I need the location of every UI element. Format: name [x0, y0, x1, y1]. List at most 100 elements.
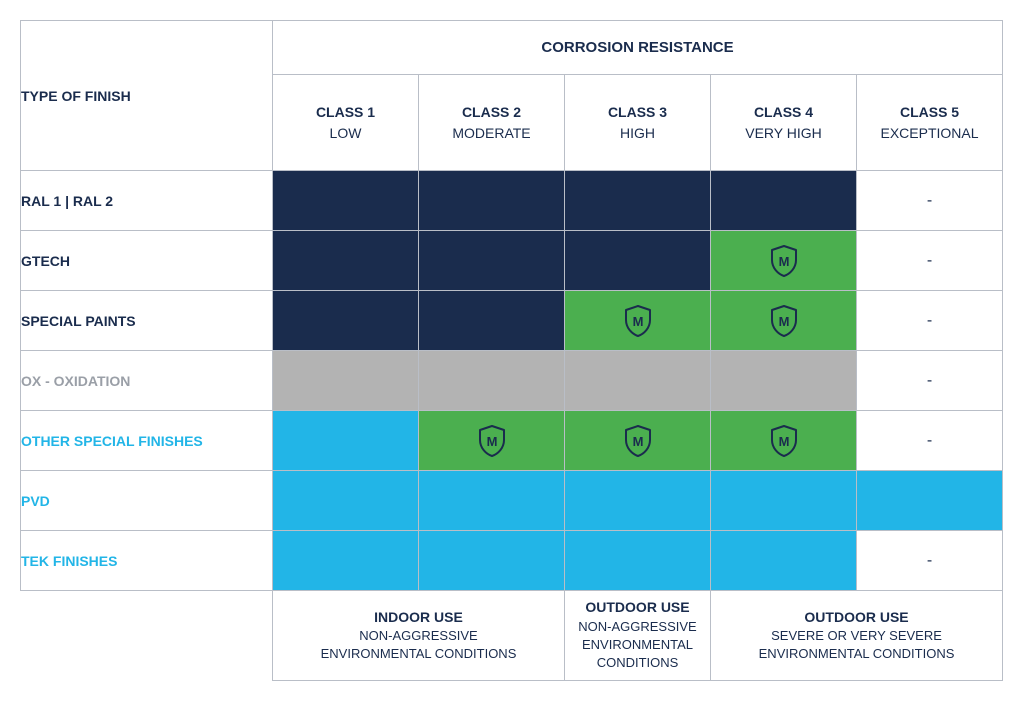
cell-fill: [273, 531, 418, 590]
data-cell: M: [711, 411, 857, 471]
table-row: OX - OXIDATION-: [21, 351, 1003, 411]
header-class-3: CLASS 3 HIGH: [565, 75, 711, 171]
data-cell: [711, 171, 857, 231]
dash-value: -: [927, 552, 932, 569]
cell-fill: M: [711, 291, 856, 350]
class-name: CLASS 3: [565, 102, 710, 123]
data-cell: [857, 471, 1003, 531]
header-class-2: CLASS 2 MODERATE: [419, 75, 565, 171]
header-row-1: TYPE OF FINISH CORROSION RESISTANCE: [21, 21, 1003, 75]
footer-outdoor-severe: OUTDOOR USE SEVERE OR VERY SEVERE ENVIRO…: [711, 591, 1003, 681]
data-cell: -: [857, 291, 1003, 351]
cell-fill: [711, 351, 856, 410]
class-desc: MODERATE: [419, 123, 564, 144]
footer-line: ENVIRONMENTAL: [565, 636, 710, 654]
data-cell: [565, 351, 711, 411]
data-cell: [711, 471, 857, 531]
cell-fill: [273, 231, 418, 290]
shield-m-icon: M: [623, 304, 653, 338]
header-class-4: CLASS 4 VERY HIGH: [711, 75, 857, 171]
data-cell: M: [711, 291, 857, 351]
cell-fill: M: [711, 231, 856, 290]
cell-fill: [419, 471, 564, 530]
data-cell: [273, 471, 419, 531]
data-cell: [273, 231, 419, 291]
class-desc: LOW: [273, 123, 418, 144]
cell-fill: M: [565, 291, 710, 350]
cell-fill: M: [711, 411, 856, 470]
cell-fill: [711, 171, 856, 230]
table-row: TEK FINISHES -: [21, 531, 1003, 591]
row-label: TEK FINISHES: [21, 531, 273, 591]
dash-value: -: [927, 432, 932, 449]
row-label: OTHER SPECIAL FINISHES: [21, 411, 273, 471]
data-cell: [419, 231, 565, 291]
class-desc: EXCEPTIONAL: [857, 123, 1002, 144]
class-name: CLASS 1: [273, 102, 418, 123]
cell-fill: [857, 471, 1002, 530]
table-row: PVD: [21, 471, 1003, 531]
corrosion-resistance-table: TYPE OF FINISH CORROSION RESISTANCE CLAS…: [20, 20, 1003, 681]
svg-text:M: M: [778, 254, 789, 269]
data-cell: [273, 531, 419, 591]
class-desc: VERY HIGH: [711, 123, 856, 144]
data-cell: M: [711, 231, 857, 291]
cell-fill: [565, 231, 710, 290]
cell-fill: [565, 351, 710, 410]
header-class-1: CLASS 1 LOW: [273, 75, 419, 171]
data-cell: [419, 171, 565, 231]
data-cell: M: [565, 291, 711, 351]
footer-line: SEVERE OR VERY SEVERE: [711, 627, 1002, 645]
data-cell: [419, 471, 565, 531]
header-corrosion-resistance: CORROSION RESISTANCE: [273, 21, 1003, 75]
table-row: OTHER SPECIAL FINISHES M M M -: [21, 411, 1003, 471]
data-cell: [273, 291, 419, 351]
cell-fill: [273, 471, 418, 530]
cell-fill: [419, 531, 564, 590]
data-cell: -: [857, 411, 1003, 471]
row-label: RAL 1 | RAL 2: [21, 171, 273, 231]
dash-value: -: [927, 192, 932, 209]
shield-m-icon: M: [769, 244, 799, 278]
data-cell: [711, 351, 857, 411]
row-label: PVD: [21, 471, 273, 531]
footer-line: ENVIRONMENTAL CONDITIONS: [273, 645, 564, 663]
cell-fill: M: [419, 411, 564, 470]
table-row: RAL 1 | RAL 2 -: [21, 171, 1003, 231]
dash-value: -: [927, 372, 932, 389]
table-row: SPECIAL PAINTS M M -: [21, 291, 1003, 351]
cell-fill: [565, 171, 710, 230]
cell-fill: [273, 351, 418, 410]
class-name: CLASS 5: [857, 102, 1002, 123]
footer-line: ENVIRONMENTAL CONDITIONS: [711, 645, 1002, 663]
row-label: SPECIAL PAINTS: [21, 291, 273, 351]
cell-fill: [273, 411, 418, 470]
data-cell: [711, 531, 857, 591]
data-cell: -: [857, 171, 1003, 231]
cell-fill: [419, 231, 564, 290]
data-cell: [273, 351, 419, 411]
data-cell: M: [565, 411, 711, 471]
class-name: CLASS 2: [419, 102, 564, 123]
svg-text:M: M: [778, 434, 789, 449]
dash-value: -: [927, 312, 932, 329]
cell-fill: M: [565, 411, 710, 470]
shield-m-icon: M: [623, 424, 653, 458]
shield-m-icon: M: [769, 304, 799, 338]
footer-bold: OUTDOOR USE: [711, 608, 1002, 628]
footer-spacer: [21, 591, 273, 681]
data-cell: [565, 531, 711, 591]
row-label: GTECH: [21, 231, 273, 291]
svg-text:M: M: [632, 434, 643, 449]
class-desc: HIGH: [565, 123, 710, 144]
shield-m-icon: M: [769, 424, 799, 458]
class-name: CLASS 4: [711, 102, 856, 123]
cell-fill: [419, 351, 564, 410]
footer-indoor: INDOOR USE NON-AGGRESSIVE ENVIRONMENTAL …: [273, 591, 565, 681]
cell-fill: [711, 531, 856, 590]
data-cell: [565, 231, 711, 291]
footer-bold: INDOOR USE: [273, 608, 564, 628]
dash-value: -: [927, 252, 932, 269]
data-cell: [273, 171, 419, 231]
table-row: GTECH M -: [21, 231, 1003, 291]
